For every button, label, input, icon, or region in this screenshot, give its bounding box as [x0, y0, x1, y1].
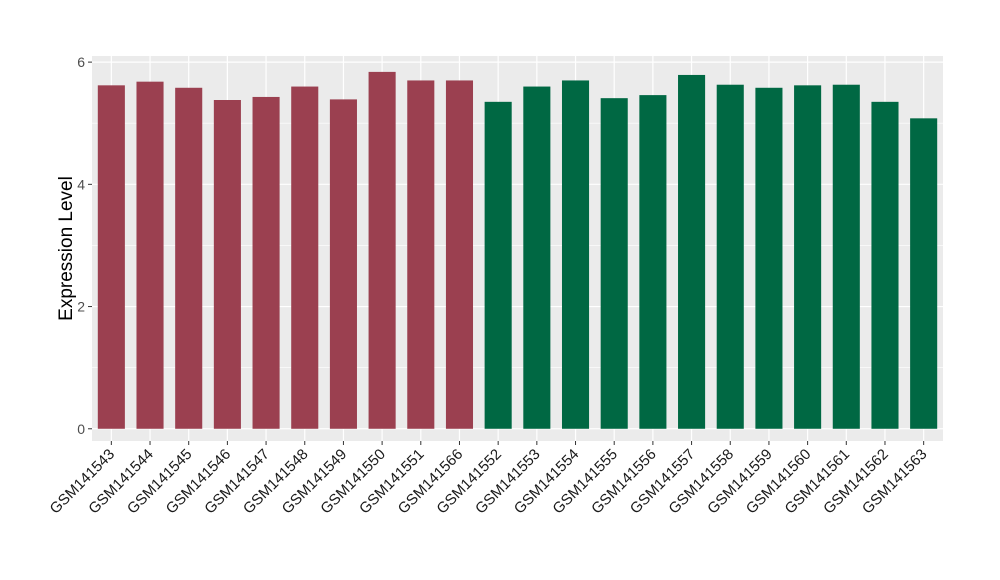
bar — [561, 80, 590, 429]
y-axis: 0 2 4 6 — [77, 54, 92, 437]
bar — [600, 98, 628, 429]
y-tick-label: 6 — [77, 54, 85, 70]
bar — [755, 87, 783, 429]
bar — [794, 85, 822, 429]
y-tick-label: 0 — [77, 421, 85, 437]
bar — [523, 86, 551, 429]
bar — [329, 99, 357, 429]
bar — [678, 74, 706, 429]
bar — [97, 85, 125, 429]
bar — [175, 87, 203, 429]
bar — [368, 71, 396, 429]
bar — [484, 101, 512, 429]
bar — [136, 81, 164, 429]
bar — [716, 84, 744, 429]
bars — [97, 71, 938, 429]
y-tick-label: 4 — [77, 176, 85, 192]
y-tick-label: 2 — [77, 299, 85, 315]
bar — [910, 118, 938, 429]
x-axis: GSM141543GSM141544GSM141545GSM141546GSM1… — [47, 441, 930, 517]
bar — [639, 95, 667, 429]
y-axis-title: Expression Level — [56, 176, 77, 321]
bar — [213, 100, 241, 429]
bar — [871, 101, 899, 429]
bar — [407, 80, 435, 429]
bar — [252, 96, 280, 429]
bar — [291, 86, 319, 429]
bar — [445, 80, 474, 429]
bar — [832, 84, 860, 429]
